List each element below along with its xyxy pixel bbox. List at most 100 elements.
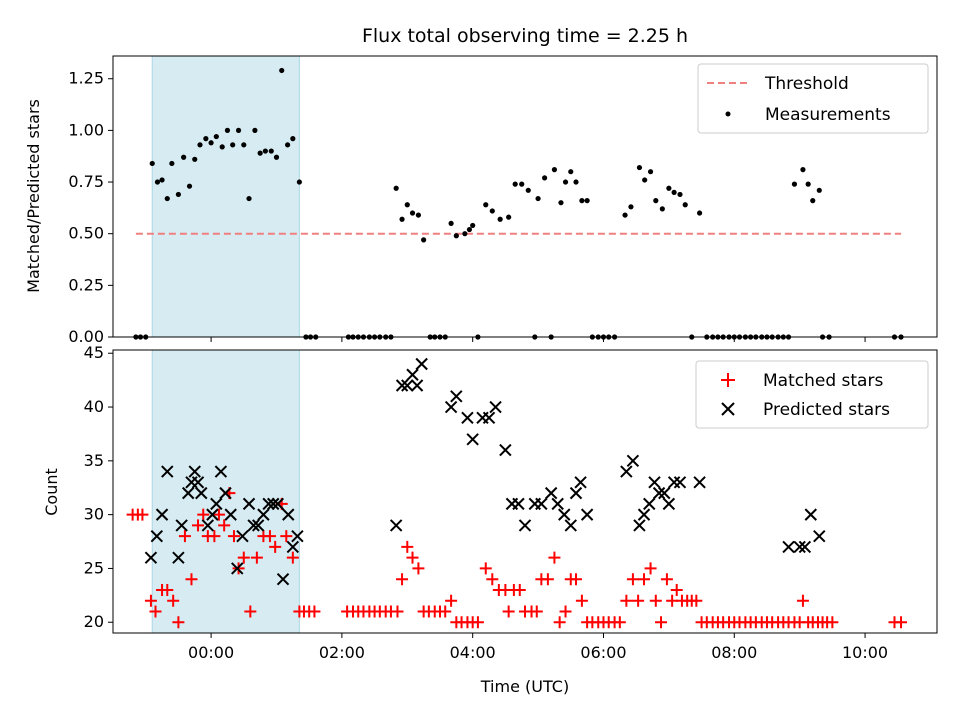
matched-star-point bbox=[406, 551, 419, 564]
measurement-point bbox=[579, 198, 585, 204]
measurement-point bbox=[290, 136, 296, 142]
measurement-point bbox=[551, 167, 558, 173]
predicted-star-point bbox=[262, 497, 275, 511]
predicted-star-point bbox=[798, 540, 812, 554]
predicted-star-point bbox=[188, 465, 201, 478]
predicted-star-point bbox=[291, 529, 304, 543]
measurement-point bbox=[186, 183, 193, 189]
measurement-point bbox=[192, 156, 198, 162]
ytick-label: 30 bbox=[84, 505, 104, 524]
measurement-point bbox=[169, 160, 175, 167]
ytick-label: 45 bbox=[84, 343, 104, 362]
matched-star-point bbox=[167, 594, 180, 607]
top-ylabel: Matched/Predicted stars bbox=[24, 99, 43, 293]
measurement-point bbox=[448, 220, 454, 226]
bottom-xticks: 00:00 02:00 04:00 06:00 08:00 10:00 bbox=[188, 633, 888, 662]
xtick-label: 02:00 bbox=[319, 643, 365, 662]
measurement-point bbox=[257, 150, 263, 156]
predicted-star-point bbox=[574, 476, 587, 489]
predicted-star-point bbox=[693, 476, 706, 489]
matched-star-point bbox=[244, 605, 257, 618]
predicted-star-point bbox=[626, 454, 640, 468]
matched-star-point bbox=[286, 551, 299, 564]
measurement-point bbox=[246, 195, 252, 202]
matched-star-point bbox=[178, 530, 191, 543]
measurement-point bbox=[252, 127, 258, 133]
matched-star-point bbox=[172, 616, 185, 629]
predicted-star-point bbox=[206, 508, 219, 521]
shaded-observing-span bbox=[151, 55, 300, 338]
predicted-star-point bbox=[271, 497, 285, 511]
measurement-point bbox=[279, 67, 285, 74]
measurement-point bbox=[622, 212, 628, 218]
measurement-point bbox=[542, 175, 548, 181]
measurement-point bbox=[285, 142, 291, 148]
matched-star-point bbox=[269, 540, 282, 553]
bottom-points-layer bbox=[126, 357, 908, 629]
matched-star-point bbox=[308, 605, 321, 618]
predicted-star-point bbox=[195, 486, 208, 500]
measurement-point bbox=[628, 204, 634, 210]
measurement-point bbox=[805, 181, 811, 187]
matched-star-point bbox=[548, 551, 561, 564]
xtick-label: 00:00 bbox=[188, 643, 234, 662]
ytick-label: 35 bbox=[84, 451, 104, 470]
ytick-label: 25 bbox=[84, 558, 104, 577]
measurement-point bbox=[682, 202, 688, 208]
predicted-star-point bbox=[648, 476, 661, 489]
matched-star-point bbox=[208, 530, 221, 543]
legend-matched-swatch bbox=[721, 373, 735, 387]
predicted-star-point bbox=[191, 476, 205, 489]
ytick-label: 1.25 bbox=[68, 69, 104, 88]
matched-star-point bbox=[570, 573, 583, 586]
measurement-point bbox=[399, 216, 405, 222]
measurement-point bbox=[810, 198, 816, 204]
bottom-legend: Matched stars Predicted stars bbox=[695, 360, 929, 429]
measurement-point bbox=[393, 185, 399, 191]
matched-star-point bbox=[530, 605, 543, 618]
measurement-point bbox=[219, 144, 225, 150]
legend-measurements-label: Measurements bbox=[765, 105, 891, 125]
matched-star-point bbox=[895, 616, 908, 629]
measurement-point bbox=[791, 181, 798, 187]
predicted-star-point bbox=[569, 486, 583, 500]
measurement-point bbox=[268, 148, 274, 154]
matched-star-point bbox=[826, 616, 839, 629]
predicted-star-point bbox=[155, 508, 169, 521]
predicted-star-point bbox=[652, 486, 666, 500]
measurement-point bbox=[535, 195, 541, 202]
measurement-point bbox=[489, 208, 495, 214]
ytick-label: 20 bbox=[84, 612, 104, 631]
measurement-point bbox=[415, 212, 422, 218]
predicted-star-point bbox=[251, 519, 265, 532]
measurement-point bbox=[181, 154, 187, 160]
matched-star-point bbox=[439, 605, 452, 618]
predicted-star-point bbox=[558, 508, 571, 521]
measurement-point bbox=[175, 191, 181, 198]
matched-star-point bbox=[401, 540, 414, 553]
bottom-legend-frame bbox=[695, 360, 929, 429]
top-panel: 0.00 0.25 0.50 0.75 1.00 1.25 Flux total obse… bbox=[24, 25, 938, 346]
predicted-star-point bbox=[535, 497, 548, 511]
measurement-point bbox=[262, 148, 268, 154]
measurement-point bbox=[409, 210, 416, 216]
measurement-point bbox=[666, 185, 672, 191]
predicted-star-point bbox=[793, 540, 806, 554]
top-legend: Threshold Measurements bbox=[697, 63, 929, 134]
matched-star-point bbox=[620, 594, 633, 607]
predicted-star-point bbox=[499, 443, 512, 457]
top-yticks: 0.00 0.25 0.50 0.75 1.00 1.25 bbox=[68, 69, 113, 346]
matched-star-point bbox=[649, 594, 662, 607]
predicted-star-point bbox=[415, 357, 428, 371]
bottom-ylabel: Count bbox=[42, 468, 61, 516]
matched-star-point bbox=[626, 573, 639, 586]
measurement-point bbox=[203, 136, 209, 142]
predicted-star-point bbox=[551, 497, 564, 511]
measurement-point bbox=[671, 189, 677, 195]
bottom-panel: 20 25 30 35 40 45 00:00 02:00 04:00 06:00 08:00 10… bbox=[42, 343, 938, 696]
legend-matched-label: Matched stars bbox=[763, 371, 883, 391]
matched-star-point bbox=[502, 605, 515, 618]
matched-star-point bbox=[479, 562, 492, 575]
measurement-point bbox=[647, 169, 654, 175]
measurement-point bbox=[470, 222, 476, 229]
